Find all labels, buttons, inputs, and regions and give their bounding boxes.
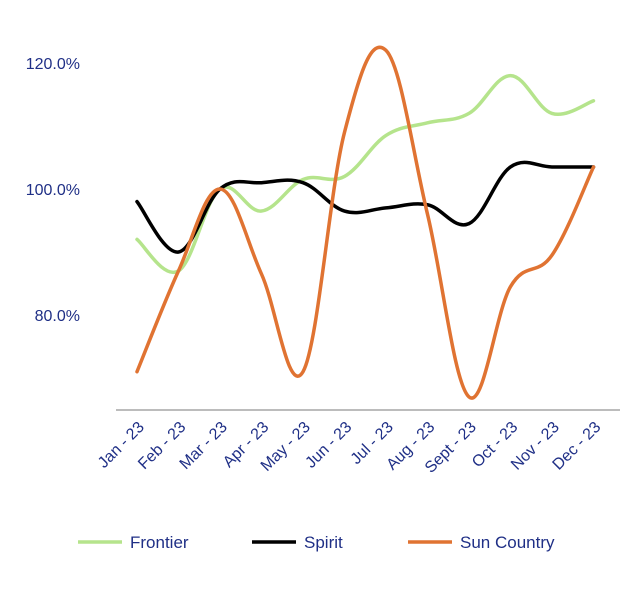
legend-label-sun-country: Sun Country	[460, 533, 555, 552]
series-line-frontier	[135, 73, 596, 275]
legend-label-frontier: Frontier	[130, 533, 189, 552]
legend: Frontier Spirit Sun Country	[78, 533, 555, 552]
legend-label-spirit: Spirit	[304, 533, 343, 552]
series-line-spirit	[135, 160, 596, 254]
legend-item-spirit: Spirit	[252, 533, 343, 552]
y-tick-label: 80.0%	[35, 308, 80, 325]
y-axis-tick-labels: 80.0% 100.0% 120.0%	[26, 56, 80, 325]
x-tick-label: Jun - 23	[302, 419, 355, 472]
legend-item-sun-country: Sun Country	[408, 533, 555, 552]
legend-item-frontier: Frontier	[78, 533, 189, 552]
y-tick-label: 100.0%	[26, 182, 80, 199]
series-line-sun-country	[135, 45, 596, 400]
y-tick-label: 120.0%	[26, 56, 80, 73]
series-lines	[135, 45, 596, 400]
